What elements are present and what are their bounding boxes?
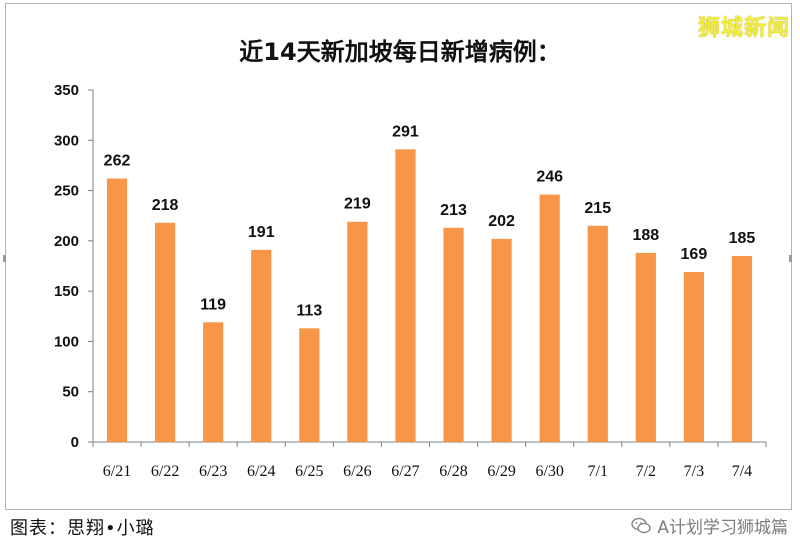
x-tick-label: 7/2 — [636, 463, 656, 480]
y-tick-label: 350 — [54, 82, 79, 99]
bar-value-label: 262 — [104, 153, 131, 170]
x-tick-label: 7/4 — [732, 463, 752, 480]
bar — [203, 322, 224, 442]
bar — [443, 227, 464, 442]
x-tick-label: 6/28 — [439, 463, 467, 480]
x-tick-label: 6/24 — [247, 463, 275, 480]
x-tick-label: 6/25 — [295, 463, 323, 480]
y-tick-label: 300 — [54, 132, 79, 149]
y-tick-label: 250 — [54, 183, 79, 200]
bar — [635, 252, 656, 442]
bar-value-label: 246 — [536, 169, 563, 186]
watermark: A计划学习狮城篇 — [631, 513, 788, 538]
bar-value-label: 113 — [296, 302, 322, 319]
bar-value-label: 169 — [681, 246, 708, 263]
bar-value-label: 213 — [440, 202, 467, 219]
bar-value-label: 188 — [632, 227, 659, 244]
bar — [299, 328, 320, 442]
y-tick-label: 100 — [54, 333, 79, 350]
y-tick-label: 0 — [71, 434, 79, 451]
bar-value-label: 219 — [344, 196, 371, 213]
resize-handle-right[interactable] — [789, 255, 792, 262]
bar-value-label: 185 — [729, 230, 756, 247]
chart-title: 近14天新加坡每日新增病例： — [239, 38, 561, 66]
y-tick-label: 50 — [62, 384, 79, 401]
bar-value-label: 202 — [488, 213, 515, 230]
bar — [587, 225, 608, 442]
x-tick-label: 6/26 — [343, 463, 371, 480]
bar-value-label: 119 — [200, 296, 226, 313]
watermark-text: A计划学习狮城篇 — [657, 518, 788, 538]
bar — [731, 255, 753, 442]
bar — [155, 222, 176, 442]
x-tick-label: 7/3 — [684, 463, 704, 480]
bar — [106, 178, 128, 442]
bar-value-label: 191 — [248, 224, 275, 241]
x-tick-label: 6/29 — [487, 463, 515, 480]
x-tick-label: 6/21 — [103, 463, 131, 480]
x-tick-label: 7/1 — [588, 463, 608, 480]
x-tick-label: 6/27 — [391, 463, 419, 480]
brand-logo: 狮城新闻 — [697, 16, 790, 41]
bar — [539, 194, 560, 442]
x-tick-label: 6/23 — [199, 463, 227, 480]
bar — [347, 221, 368, 442]
x-tick-label: 6/22 — [151, 463, 179, 480]
bar — [683, 272, 704, 442]
x-tick-label: 6/30 — [535, 463, 563, 480]
bar-value-label: 215 — [584, 200, 611, 217]
wechat-icon — [631, 517, 652, 533]
bar-value-label: 218 — [152, 197, 179, 214]
bar-value-label: 291 — [392, 123, 419, 140]
bar — [491, 238, 512, 442]
chart-caption: 图表：思翔•小璐 — [10, 518, 155, 539]
y-tick-label: 150 — [54, 283, 79, 300]
bar — [251, 249, 272, 442]
bar — [395, 149, 416, 442]
resize-handle-left[interactable] — [3, 255, 6, 262]
y-tick-label: 200 — [54, 233, 79, 250]
